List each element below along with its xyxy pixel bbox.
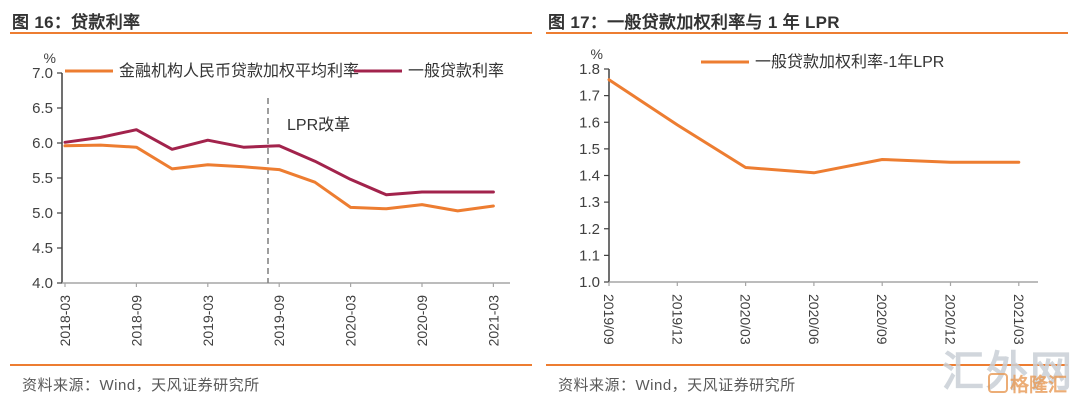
y-axis-label: 1.4: [579, 168, 600, 185]
footer-rule-left: [10, 364, 532, 366]
lpr-reform-annotation-label: LPR改革: [287, 116, 350, 134]
y-axis-label: 1.8: [579, 61, 600, 78]
series-line-0: [63, 143, 495, 213]
series-line-0: [607, 78, 1021, 175]
x-axis-label: 2020-03: [343, 295, 359, 347]
x-axis-label: 2019/12: [669, 294, 685, 345]
x-axis-label: 2018-09: [128, 295, 144, 347]
source-note-left: 资料来源：Wind，天风证券研究所: [22, 377, 260, 394]
x-axis-label: 2020/06: [806, 294, 822, 345]
y-axis-label: 1.2: [579, 221, 600, 238]
series-line-1: [63, 128, 495, 197]
title-rule-left: [10, 32, 532, 34]
x-axis-label: 2021/03: [1011, 294, 1027, 345]
y-axis-label: 4.0: [32, 275, 53, 292]
y-axis-label: 7.0: [32, 65, 53, 82]
y-axis-unit-label: %: [591, 46, 603, 62]
title-rule-right: [546, 32, 1068, 34]
legend-label-1: 一般贷款利率: [408, 62, 504, 80]
y-axis-label: 5.0: [32, 205, 53, 222]
chart-panel-lpr-spread: 图 17：一般贷款加权利率与 1 年 LPR 1.0 1.1 1.2 1.3 1.4 1.…: [546, 0, 1068, 395]
x-axis-label: 2020/12: [943, 294, 959, 345]
y-axis-label: 6.5: [32, 100, 53, 117]
line-chart-loan-rates: 4.0 4.5 5.0 5.5 6.0 6.5 7.0% 2018-03 2018-09 2019…: [32, 50, 510, 347]
chart-panel-loan-rates: 图 16：贷款利率 4.0 4.5 5.0 5.5 6.0 6.5 7.0% 2018-03 2…: [10, 0, 532, 395]
x-axis-label: 2019/09: [601, 294, 617, 345]
x-axis-label: 2020-09: [414, 295, 430, 347]
y-axis-label: 6.0: [32, 135, 53, 152]
x-axis-label: 2020/09: [874, 294, 890, 345]
legend-label-0: 一般贷款加权利率-1年LPR: [755, 53, 944, 71]
y-axis-label: 1.0: [579, 274, 600, 291]
x-axis-label: 2020/03: [738, 294, 754, 345]
y-axis-label: 1.7: [579, 88, 600, 105]
line-chart-lpr-spread: 1.0 1.1 1.2 1.3 1.4 1.5 1.6 1.7 1.8% 2019/09 2019/…: [579, 46, 1038, 345]
x-axis-label: 2019-03: [200, 295, 216, 347]
x-axis-label: 2018-03: [57, 295, 73, 347]
x-axis-label: 2019-09: [271, 295, 287, 347]
y-axis-unit-label: %: [44, 50, 56, 66]
legend-label-0: 金融机构人民币贷款加权平均利率: [119, 62, 359, 80]
x-axis-label: 2021-03: [485, 295, 501, 347]
footer-rule-right: [546, 364, 1068, 366]
source-note-right: 资料来源：Wind，天风证券研究所: [558, 377, 796, 394]
y-axis-label: 1.5: [579, 141, 600, 158]
chart-title-right: 图 17：一般贷款加权利率与 1 年 LPR: [548, 13, 840, 32]
y-axis-label: 1.6: [579, 114, 600, 131]
y-axis-label: 1.3: [579, 194, 600, 211]
y-axis-label: 1.1: [579, 247, 600, 264]
y-axis-label: 4.5: [32, 240, 53, 257]
y-axis-label: 5.5: [32, 170, 53, 187]
chart-title-left: 图 16：贷款利率: [12, 13, 141, 32]
